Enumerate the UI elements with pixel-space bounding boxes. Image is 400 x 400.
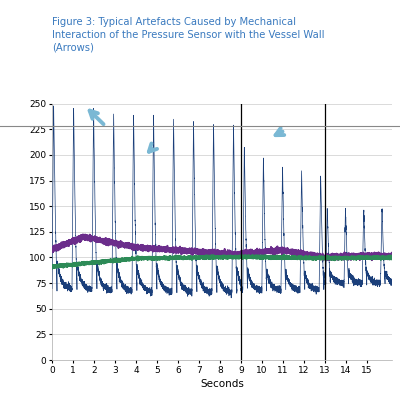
X-axis label: Seconds: Seconds <box>200 379 244 389</box>
Text: Figure 3: Typical Artefacts Caused by Mechanical
Interaction of the Pressure Sen: Figure 3: Typical Artefacts Caused by Me… <box>52 16 324 53</box>
